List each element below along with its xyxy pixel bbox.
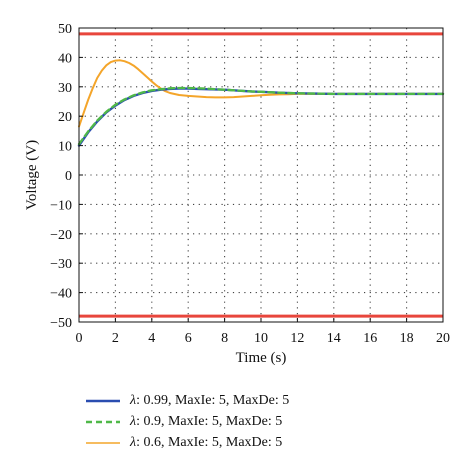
x-tick-label: 14 (327, 331, 341, 346)
x-tick-label: 20 (436, 331, 450, 346)
x-ticks: 0 2 4 6 8 10 12 14 16 18 20 (76, 318, 450, 346)
x-tick-label: 8 (221, 331, 228, 346)
y-ticks: 50 40 30 20 10 0 −10 −20 −30 −40 −50 (50, 22, 83, 331)
legend-label: λ: 0.9, MaxIe: 5, MaxDe: 5 (130, 413, 283, 429)
y-tick-label: −20 (50, 228, 72, 243)
y-tick-label: 20 (58, 110, 72, 125)
voltage-chart: 0 2 4 6 8 10 12 14 16 18 20 50 40 30 20 10 0 −10 −20 −30 −4… (24, 22, 450, 366)
y-tick-label: 30 (58, 81, 72, 96)
legend-swatch-orange (86, 441, 120, 444)
x-tick-label: 6 (185, 331, 192, 346)
legend-label: λ: 0.99, MaxIe: 5, MaxDe: 5 (130, 392, 290, 408)
limit-lines (79, 32, 443, 318)
x-tick-label: 12 (290, 331, 304, 346)
legend-swatch-green (86, 420, 120, 423)
plot-area (79, 28, 443, 322)
y-tick-label: 50 (58, 22, 72, 37)
legend-item: λ: 0.9, MaxIe: 5, MaxDe: 5 (86, 411, 289, 432)
y-tick-label: 0 (65, 169, 72, 184)
y-tick-label: 10 (58, 140, 72, 155)
x-tick-label: 0 (76, 331, 83, 346)
legend-label: λ: 0.6, MaxIe: 5, MaxDe: 5 (130, 434, 283, 450)
legend-item: λ: 0.6, MaxIe: 5, MaxDe: 5 (86, 432, 289, 453)
x-axis-title: Time (s) (236, 350, 287, 366)
x-tick-label: 4 (148, 331, 155, 346)
y-tick-label: −30 (50, 257, 72, 272)
y-tick-label: −10 (50, 198, 72, 213)
legend: λ: 0.99, MaxIe: 5, MaxDe: 5 λ: 0.9, MaxI… (86, 390, 289, 453)
legend-swatch-blue (86, 399, 120, 402)
y-tick-label: 40 (58, 51, 72, 66)
y-tick-label: −50 (50, 316, 72, 331)
series-line-1 (77, 86, 445, 146)
x-tick-label: 2 (112, 331, 119, 346)
series-line-2 (78, 59, 444, 128)
x-tick-label: 16 (363, 331, 377, 346)
series-layer (77, 59, 445, 147)
x-tick-label: 18 (400, 331, 414, 346)
x-tick-label: 10 (254, 331, 268, 346)
y-axis-title: Voltage (V) (24, 140, 40, 210)
legend-item: λ: 0.99, MaxIe: 5, MaxDe: 5 (86, 390, 289, 411)
y-tick-label: −40 (50, 287, 72, 302)
